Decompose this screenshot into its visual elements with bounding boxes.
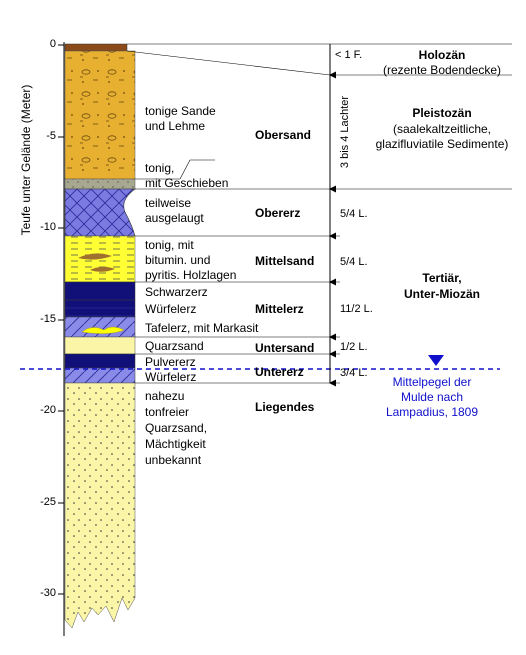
desc-text: unbekannt (145, 453, 202, 467)
epoch-holozaen-title: Holozän (419, 48, 466, 62)
unit-obersand: Obersand (255, 128, 311, 142)
thickness-untererz: 3/4 L. (340, 367, 368, 379)
water-level-marker-icon (428, 355, 444, 366)
layer-obersand (64, 50, 136, 180)
layer-holozaen-soil (64, 43, 128, 52)
layer-obererz (64, 188, 136, 237)
unit-untererz: Untererz (255, 365, 304, 379)
tick-label: -30 (40, 587, 56, 599)
epoch-pleistozaen-title: Pleistozän (412, 106, 471, 120)
desc-text: Quarzsand (145, 339, 204, 353)
water-level-label-3: Lampadius, 1809 (386, 405, 478, 419)
markasit-lens (81, 326, 125, 334)
desc-text: tonig, (145, 161, 174, 175)
layer-mittelsand (64, 235, 136, 283)
layer-liegendes (64, 382, 136, 629)
tick-label: -20 (40, 404, 56, 416)
unit-mittelerz: Mittelerz (255, 302, 304, 316)
desc-text: tonfreier (145, 405, 189, 419)
layer-wuerfelerz-lower (64, 367, 136, 384)
desc-text: tonige Sande (145, 104, 216, 118)
desc-text: Schwarzerz (145, 285, 208, 299)
unit-names: Obersand Obererz Mittelsand Mittelerz Un… (255, 128, 315, 414)
desc-text: ausgelaugt (145, 211, 204, 225)
thickness-holozaen: < 1 F. (335, 49, 362, 61)
column (64, 43, 136, 629)
axis-label: Teufe unter Gelände (Meter) (19, 85, 33, 236)
tick-label: -15 (40, 313, 56, 325)
thickness-untersand: 1/2 L. (340, 341, 368, 353)
epoch-pleistozaen-sub1: (saalekaltzeitliche, (393, 122, 491, 136)
layer-pulvererz (64, 353, 136, 369)
desc-text: Mächtigkeit (145, 437, 206, 451)
layer-till (64, 178, 136, 190)
desc-text: teilweise (145, 196, 191, 210)
water-level-label-1: Mittelpegel der (393, 375, 472, 389)
thickness-obererz: 5/4 L. (340, 208, 368, 220)
desc-text: bitumin. und (145, 253, 210, 267)
tick-label: -25 (40, 496, 56, 508)
desc-text: Pulvererz (145, 355, 196, 369)
desc-text: nahezu (145, 389, 184, 403)
unit-obererz: Obererz (255, 206, 300, 220)
tick-label: -10 (40, 221, 56, 233)
layer-descriptions: tonige Sande und Lehme tonig, mit Geschi… (145, 104, 259, 467)
water-level: Mittelpegel der Mulde nach Lampadius, 18… (20, 355, 500, 419)
unit-liegendes: Liegendes (255, 400, 315, 414)
tick-label: 0 (50, 38, 56, 50)
wood-lens (90, 266, 115, 272)
depth-axis: 0 -5 -10 -15 -20 -25 -30 Teufe unter Gel… (19, 38, 65, 636)
thickness-mittelsand: 5/4 L. (340, 256, 368, 268)
desc-text: Würfelerz (145, 302, 196, 316)
epoch-tertiaer-2: Unter-Miozän (404, 287, 480, 301)
layer-schwarzerz (64, 281, 136, 301)
desc-text: und Lehme (145, 119, 205, 133)
thickness-pleistozaen: 3 bis 4 Lachter (339, 96, 351, 168)
epoch-holozaen-sub: (rezente Bodendecke) (383, 63, 501, 77)
epoch-tertiaer-1: Tertiär, (422, 271, 461, 285)
wood-lens (78, 253, 112, 260)
thickness-markers: < 1 F. 3 bis 4 Lachter 5/4 L. 5/4 L. 11/… (329, 44, 373, 387)
epoch-pleistozaen-sub2: glazifluviatile Sedimente) (376, 137, 509, 151)
desc-text: mit Geschieben (145, 176, 228, 190)
boundary-lines (126, 43, 512, 384)
tick-label: -5 (46, 130, 56, 142)
epoch-labels: Holozän (rezente Bodendecke) Pleistozän … (376, 48, 509, 301)
water-level-label-2: Mulde nach (401, 390, 463, 404)
desc-text: Quarzsand, (145, 421, 207, 435)
desc-text: Würfelerz (145, 370, 196, 384)
layer-quarzsand (64, 336, 136, 355)
layer-tafelerz (64, 316, 136, 338)
desc-text: pyritis. Holzlagen (145, 268, 236, 282)
unit-mittelsand: Mittelsand (255, 254, 314, 268)
layer-wuerfelerz-upper (64, 299, 136, 318)
desc-text: Tafelerz, mit Markasit (145, 321, 259, 335)
desc-text: tonig, mit (145, 238, 194, 252)
thickness-mittelerz: 11/2 L. (340, 303, 373, 315)
unit-untersand: Untersand (255, 341, 314, 355)
